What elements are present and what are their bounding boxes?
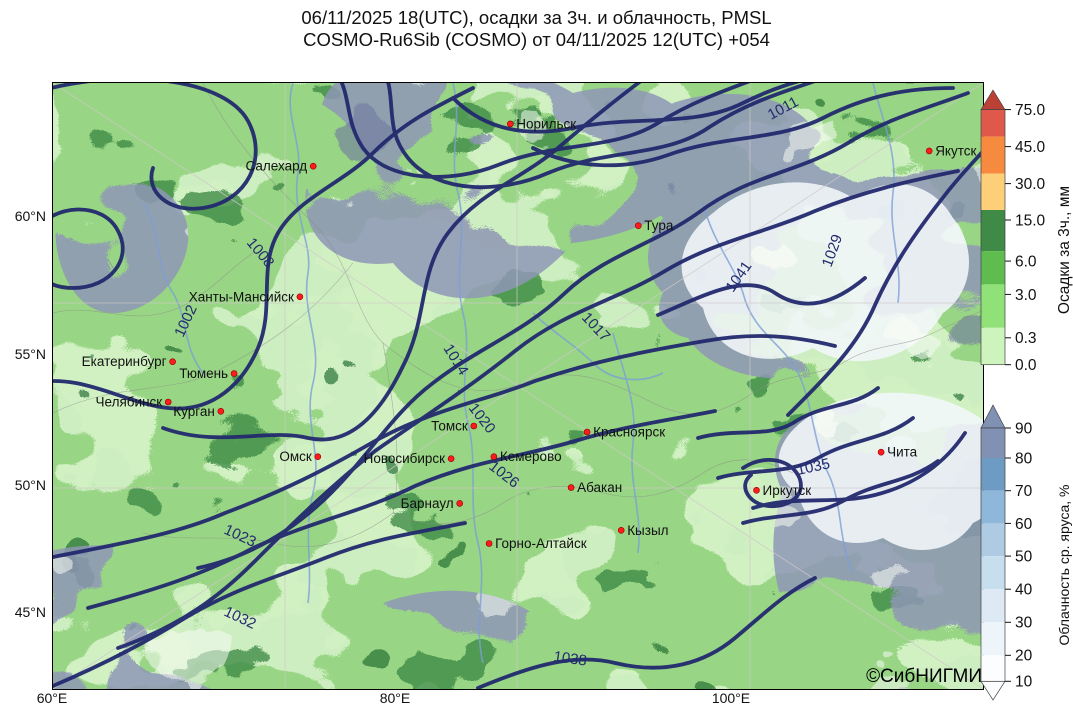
svg-text:Екатеринбург: Екатеринбург: [82, 354, 167, 369]
svg-text:Облачность ср. яруса, %: Облачность ср. яруса, %: [1056, 485, 1072, 646]
svg-text:Ханты-Мансийск: Ханты-Мансийск: [189, 289, 294, 304]
svg-text:Иркутск: Иркутск: [763, 483, 812, 498]
svg-text:40: 40: [1015, 582, 1033, 599]
svg-text:Тюмень: Тюмень: [179, 366, 228, 381]
svg-text:Новосибирск: Новосибирск: [364, 451, 446, 466]
svg-text:Норильск: Норильск: [516, 116, 576, 131]
svg-text:Кемерово: Кемерово: [500, 449, 562, 464]
svg-text:0.3: 0.3: [1015, 330, 1037, 347]
svg-text:Чита: Чита: [887, 445, 918, 460]
svg-text:Барнаул: Барнаул: [401, 496, 454, 511]
svg-text:Абакан: Абакан: [577, 480, 622, 495]
svg-text:Красноярск: Красноярск: [593, 425, 665, 440]
svg-text:30.0: 30.0: [1015, 176, 1046, 193]
svg-text:60: 60: [1015, 516, 1033, 533]
svg-text:Омск: Омск: [279, 449, 312, 464]
svg-text:Челябинск: Челябинск: [96, 395, 163, 410]
svg-text:30: 30: [1015, 615, 1033, 632]
svg-text:20: 20: [1015, 648, 1033, 665]
svg-text:75.0: 75.0: [1015, 102, 1046, 119]
svg-text:Горно-Алтайск: Горно-Алтайск: [495, 536, 587, 551]
svg-text:15.0: 15.0: [1015, 213, 1046, 230]
svg-text:Кызыл: Кызыл: [627, 523, 668, 538]
svg-text:Салехард: Салехард: [246, 159, 308, 174]
svg-text:70: 70: [1015, 483, 1033, 500]
svg-text:3.0: 3.0: [1015, 287, 1037, 304]
svg-text:0.0: 0.0: [1015, 357, 1037, 374]
svg-text:Якутск: Якутск: [935, 143, 976, 158]
svg-text:50: 50: [1015, 549, 1033, 566]
svg-text:©СибНИГМИ: ©СибНИГМИ: [866, 666, 982, 687]
svg-text:10: 10: [1015, 674, 1033, 691]
svg-text:Томск: Томск: [431, 419, 468, 434]
svg-text:90: 90: [1015, 421, 1033, 438]
svg-text:Тура: Тура: [644, 218, 674, 233]
svg-text:45.0: 45.0: [1015, 139, 1046, 156]
svg-text:Курган: Курган: [173, 404, 215, 419]
svg-text:Осадки за 3ч., мм: Осадки за 3ч., мм: [1056, 186, 1073, 314]
svg-text:80: 80: [1015, 451, 1033, 468]
svg-text:6.0: 6.0: [1015, 254, 1037, 271]
